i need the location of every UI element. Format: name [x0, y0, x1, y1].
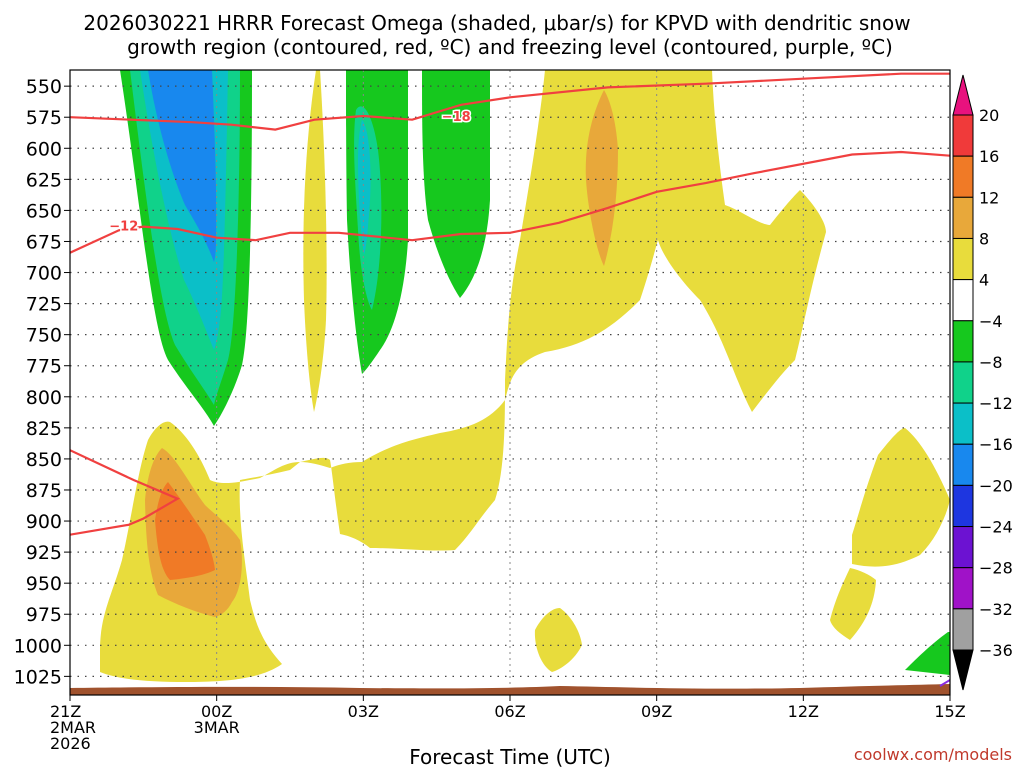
y-tick-label-950: 950 — [26, 573, 62, 595]
y-tick-label-800: 800 — [26, 387, 62, 409]
y-tick-label-925: 925 — [26, 542, 62, 564]
y-tick-label-775: 775 — [26, 356, 62, 378]
isotherms: −18 −12 — [70, 72, 950, 536]
grid — [70, 70, 950, 695]
x-tick-label-2mar: 2MAR — [50, 718, 96, 737]
colorbar-bin-9 — [952, 484, 974, 528]
colorbar-bin-5 — [952, 320, 974, 363]
colorbar-bin-11 — [952, 567, 974, 610]
isotherm-label-minus18: −18 — [442, 110, 471, 125]
footer-credit: coolwx.com/models — [854, 745, 1012, 764]
colorbar-label-13: −36 — [979, 641, 1013, 660]
colorbar-label-10: −24 — [979, 518, 1013, 537]
x-tick-label-12z: 12Z — [788, 702, 819, 721]
colorbar-bin-12 — [952, 608, 974, 651]
x-tick-label-06z: 06Z — [494, 702, 525, 721]
colorbar-label-2: 12 — [979, 188, 999, 207]
y-tick-label-625: 625 — [26, 169, 62, 191]
omega-region-yellow-right-2 — [830, 568, 876, 640]
colorbar-label-5: −4 — [979, 312, 1003, 331]
colorbar-label-3: 8 — [979, 229, 989, 248]
colorbar-bin-8 — [952, 443, 974, 486]
y-tick-label-550: 550 — [26, 76, 62, 98]
colorbar-label-8: −16 — [979, 435, 1013, 454]
colorbar-label-0: 20 — [979, 106, 999, 125]
y-tick-label-575: 575 — [26, 107, 62, 129]
omega-region-yellow-right-1 — [852, 428, 950, 567]
omega-region-yellow-lowleft — [100, 70, 826, 682]
colorbar-bin-6 — [952, 361, 974, 404]
y-tick-label-875: 875 — [26, 480, 62, 502]
omega-region-orange-upper — [585, 90, 618, 266]
y-tick-label-1000: 1000 — [14, 635, 62, 657]
isotherm-label-minus12: −12 — [109, 219, 138, 234]
chart-title-line1: 2026030221 HRRR Forecast Omega (shaded, … — [83, 11, 910, 35]
terrain-surface — [70, 684, 950, 695]
colorbar-label-6: −8 — [979, 353, 1003, 372]
colorbar-label-4: 4 — [979, 271, 989, 290]
x-tick-label-00z: 00Z — [201, 702, 232, 721]
x-tick-label-15z: 15Z — [934, 702, 965, 721]
y-tick-label-600: 600 — [26, 138, 62, 160]
colorbar-bin-3 — [952, 237, 974, 281]
isotherm-line-1 — [70, 150, 950, 254]
colorbar-bin-10 — [952, 526, 974, 569]
colorbar: 20 16 12 8 4 −4 −8 −12 −16 −20 −24 −28 −32 −36 — [952, 74, 1013, 691]
freezing-level-segment — [939, 679, 950, 687]
colorbar-label-12: −32 — [979, 600, 1013, 619]
colorbar-label-7: −12 — [979, 394, 1013, 413]
colorbar-bin-2 — [952, 196, 974, 239]
colorbar-top-arrow — [952, 74, 974, 116]
y-tick-label-825: 825 — [26, 418, 62, 440]
y-tick-label-975: 975 — [26, 604, 62, 626]
omega-region-green-right-corner — [905, 632, 950, 675]
y-axis: 550 575 600 625 650 675 700 725 750 775 800 825 850 8… — [14, 76, 70, 688]
y-tick-label-650: 650 — [26, 200, 62, 222]
omega-region-yellow-thin — [303, 70, 327, 412]
colorbar-bottom-arrow — [952, 649, 974, 691]
y-tick-label-1025: 1025 — [14, 666, 62, 688]
omega-region-cyan-mid — [358, 120, 371, 255]
omega-region-green-right — [422, 70, 490, 298]
x-axis-title: Forecast Time (UTC) — [409, 745, 611, 768]
isotherm-line-2 — [70, 449, 181, 536]
plot-area: −18 −12 — [69, 69, 951, 696]
chart-title-line2: growth region (contoured, red, ºC) and f… — [127, 35, 893, 59]
y-tick-label-900: 900 — [26, 511, 62, 533]
y-tick-label-725: 725 — [26, 294, 62, 316]
isotherm-line-0 — [70, 72, 950, 131]
x-tick-label-03z: 03Z — [348, 702, 379, 721]
omega-region-blue-left — [148, 70, 217, 262]
x-tick-label-2026: 2026 — [50, 734, 91, 753]
colorbar-bin-1 — [952, 155, 974, 198]
x-tick-label-09z: 09Z — [641, 702, 672, 721]
omega-region-yellow-small — [534, 608, 582, 672]
colorbar-bin-7 — [952, 402, 974, 445]
x-tick-label-21z: 21Z — [50, 702, 81, 721]
colorbar-bin-4 — [952, 279, 974, 322]
colorbar-label-9: −20 — [979, 476, 1013, 495]
y-tick-label-700: 700 — [26, 263, 62, 285]
x-tick-label-3mar: 3MAR — [194, 718, 240, 737]
omega-region-red-lowleft — [155, 482, 215, 580]
colorbar-label-1: 16 — [979, 147, 999, 166]
y-tick-label-675: 675 — [26, 231, 62, 253]
colorbar-bin-0 — [952, 114, 974, 157]
y-tick-label-750: 750 — [26, 325, 62, 347]
y-tick-label-850: 850 — [26, 449, 62, 471]
colorbar-label-11: −28 — [979, 559, 1013, 578]
